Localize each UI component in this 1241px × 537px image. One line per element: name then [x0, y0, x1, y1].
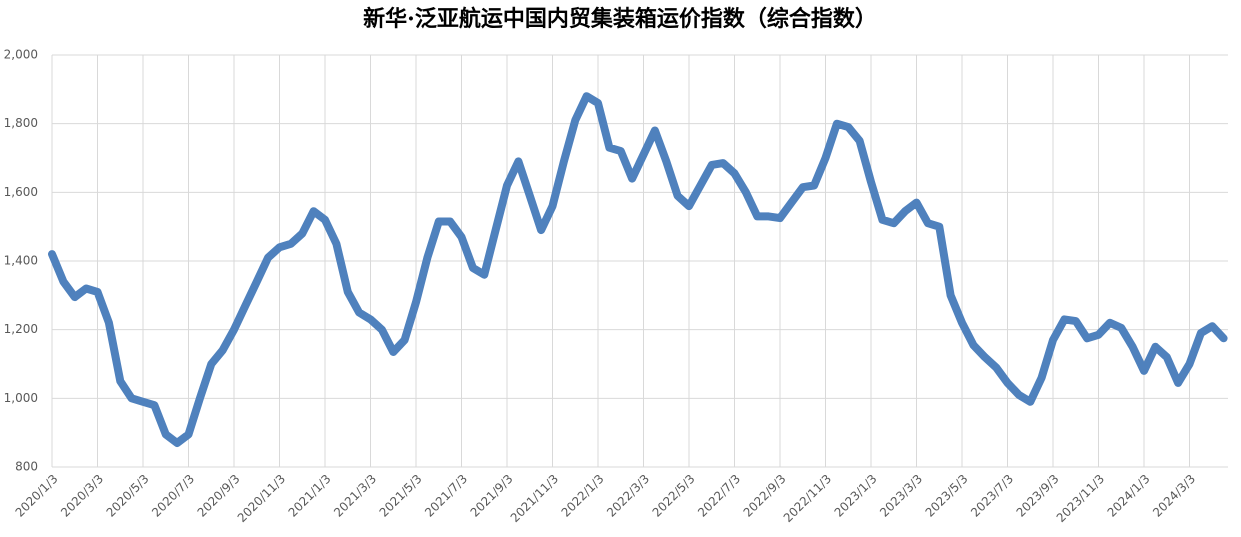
- x-tick-label: 2022/9/3: [741, 472, 789, 520]
- x-tick-label: 2021/9/3: [468, 472, 516, 520]
- y-tick-label: 2,000: [4, 48, 38, 62]
- x-tick-label: 2021/1/3: [286, 472, 334, 520]
- y-tick-label: 1,600: [4, 185, 38, 199]
- x-tick-label: 2022/11/3: [781, 472, 834, 525]
- x-tick-label: 2020/9/3: [195, 472, 243, 520]
- x-tick-label: 2021/5/3: [377, 472, 425, 520]
- x-tick-label: 2023/3/3: [877, 472, 925, 520]
- x-tick-label: 2023/5/3: [923, 472, 971, 520]
- y-tick-label: 1,200: [4, 322, 38, 336]
- chart-title: 新华·泛亚航运中国内贸集装箱运价指数（综合指数）: [363, 6, 877, 32]
- x-tick-label: 2023/11/3: [1054, 472, 1107, 525]
- x-tick-label: 2021/11/3: [508, 472, 561, 525]
- x-tick-label: 2020/11/3: [235, 472, 288, 525]
- x-tick-label: 2023/9/3: [1014, 472, 1062, 520]
- x-tick-label: 2022/3/3: [604, 472, 652, 520]
- x-tick-label: 2020/3/3: [58, 472, 106, 520]
- x-tick-label: 2020/1/3: [13, 472, 61, 520]
- line: [48, 92, 1228, 447]
- y-tick-label: 1,000: [4, 391, 38, 405]
- x-tick-label: 2024/1/3: [1105, 472, 1153, 520]
- x-tick-label: 2023/7/3: [968, 472, 1016, 520]
- y-tick-label: 1,800: [4, 116, 38, 130]
- x-tick-label: 2021/7/3: [422, 472, 470, 520]
- x-tick-label: 2023/1/3: [832, 472, 880, 520]
- x-tick-label: 2022/7/3: [695, 472, 743, 520]
- x-tick-label: 2024/3/3: [1150, 472, 1198, 520]
- x-tick-label: 2021/3/3: [331, 472, 379, 520]
- y-tick-label: 1,400: [4, 254, 38, 268]
- x-tick-label: 2022/5/3: [650, 472, 698, 520]
- x-tick-label: 2020/7/3: [149, 472, 197, 520]
- y-tick-label: 800: [15, 460, 38, 474]
- x-tick-label: 2020/5/3: [104, 472, 152, 520]
- x-tick-label: 2022/1/3: [559, 472, 607, 520]
